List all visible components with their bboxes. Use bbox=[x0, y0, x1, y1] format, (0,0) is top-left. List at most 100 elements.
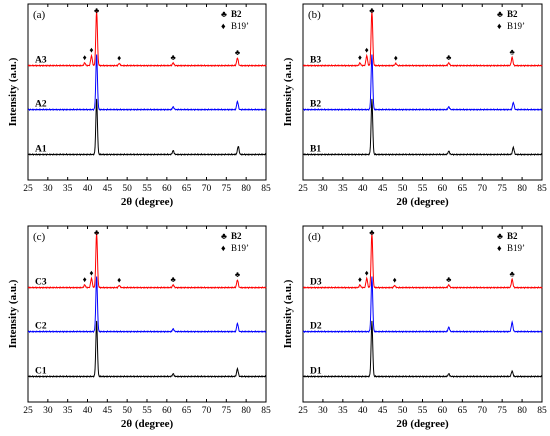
x-tick-label: 30 bbox=[43, 184, 53, 194]
y-axis-label: Intensity (a.u.) bbox=[7, 57, 19, 126]
x-tick-label: 65 bbox=[182, 406, 192, 416]
y-axis-label: Intensity (a.u.) bbox=[7, 279, 19, 348]
peak-marker: ♣ bbox=[171, 53, 177, 62]
series-line bbox=[27, 232, 267, 290]
series-label: A1 bbox=[35, 144, 47, 154]
peak-marker: ♦ bbox=[117, 53, 121, 62]
series-label: C2 bbox=[35, 322, 47, 332]
peak-marker: ♦ bbox=[358, 275, 362, 284]
x-tick-label: 30 bbox=[318, 406, 328, 416]
peak-marker: ♣ bbox=[369, 228, 375, 237]
legend-label: B19’ bbox=[231, 243, 249, 253]
peak-marker: ♣ bbox=[235, 270, 241, 279]
panel-label: (a) bbox=[33, 9, 46, 21]
x-tick-label: 40 bbox=[358, 184, 368, 194]
xrd-panel: 25 30 35 40 45 50 55 60 65 70 75 80 85 2θ (degree) Int… bbox=[7, 3, 271, 208]
series-line bbox=[27, 276, 267, 334]
legend-symbol: ♦ bbox=[221, 21, 226, 31]
x-axis-label: 2θ (degree) bbox=[396, 418, 449, 430]
peak-marker: ♦ bbox=[117, 275, 121, 284]
peak-marker: ♣ bbox=[446, 53, 452, 62]
x-tick-label: 40 bbox=[83, 406, 93, 416]
x-tick-label: 25 bbox=[23, 184, 33, 194]
x-axis-label: 2θ (degree) bbox=[121, 418, 174, 430]
x-tick-label: 65 bbox=[458, 184, 468, 194]
peak-marker: ♣ bbox=[369, 6, 375, 15]
x-tick-label: 80 bbox=[241, 406, 251, 416]
legend-label: B19’ bbox=[507, 243, 525, 253]
x-tick-label: 50 bbox=[122, 406, 132, 416]
legend-symbol: ♣ bbox=[497, 9, 503, 19]
peak-marker: ♦ bbox=[83, 53, 87, 62]
peak-marker: ♣ bbox=[235, 48, 241, 57]
legend-symbol: ♦ bbox=[221, 243, 226, 253]
peak-marker: ♣ bbox=[446, 275, 452, 284]
panel-label: (d) bbox=[308, 231, 321, 243]
x-tick-label: 85 bbox=[537, 184, 547, 194]
x-tick-label: 50 bbox=[398, 184, 408, 194]
series-label: B3 bbox=[310, 56, 321, 66]
x-tick-label: 60 bbox=[438, 184, 448, 194]
x-tick-label: 60 bbox=[438, 406, 448, 416]
x-tick-label: 85 bbox=[537, 406, 547, 416]
peak-marker: ♣ bbox=[510, 47, 516, 56]
x-tick-label: 70 bbox=[478, 406, 488, 416]
legend-label: B19’ bbox=[231, 21, 249, 31]
x-tick-label: 85 bbox=[261, 184, 271, 194]
xrd-panel: 25 30 35 40 45 50 55 60 65 70 75 80 85 2θ (degree) Int… bbox=[282, 225, 547, 430]
peak-marker: ♦ bbox=[365, 46, 369, 55]
x-tick-label: 85 bbox=[261, 406, 271, 416]
x-tick-label: 65 bbox=[458, 406, 468, 416]
xrd-panel: 25 30 35 40 45 50 55 60 65 70 75 80 85 2θ (degree) Int… bbox=[282, 3, 547, 208]
series-label: A2 bbox=[35, 100, 47, 110]
x-tick-label: 35 bbox=[63, 184, 73, 194]
legend-label: B2 bbox=[231, 231, 242, 241]
series-line bbox=[27, 54, 267, 112]
series-line bbox=[302, 320, 543, 379]
series-label: B2 bbox=[310, 100, 321, 110]
x-tick-label: 75 bbox=[222, 406, 232, 416]
legend-label: B2 bbox=[507, 231, 518, 241]
x-tick-label: 70 bbox=[202, 184, 212, 194]
x-axis-label: 2θ (degree) bbox=[121, 196, 174, 208]
x-tick-label: 75 bbox=[222, 184, 232, 194]
series-label: C1 bbox=[35, 366, 47, 376]
series-line bbox=[302, 98, 543, 157]
xrd-panel: 25 30 35 40 45 50 55 60 65 70 75 80 85 2θ (degree) Int… bbox=[7, 225, 271, 430]
x-tick-label: 45 bbox=[378, 406, 388, 416]
legend-label: B2 bbox=[231, 9, 242, 19]
legend-label: B19’ bbox=[507, 21, 525, 31]
x-axis-label: 2θ (degree) bbox=[396, 196, 449, 208]
peak-marker: ♣ bbox=[94, 228, 100, 237]
peak-marker: ♦ bbox=[394, 53, 398, 62]
series-line bbox=[27, 10, 267, 68]
x-tick-label: 45 bbox=[103, 184, 113, 194]
x-tick-label: 40 bbox=[83, 184, 93, 194]
peak-marker: ♣ bbox=[94, 6, 100, 15]
series-line bbox=[302, 276, 543, 334]
y-axis-label: Intensity (a.u.) bbox=[282, 279, 294, 348]
peak-marker: ♦ bbox=[365, 268, 369, 277]
x-tick-label: 55 bbox=[418, 406, 428, 416]
series-line bbox=[302, 232, 543, 290]
x-tick-label: 70 bbox=[202, 406, 212, 416]
series-label: A3 bbox=[35, 56, 47, 66]
y-axis-label: Intensity (a.u.) bbox=[282, 57, 294, 126]
x-tick-label: 35 bbox=[338, 406, 348, 416]
x-tick-label: 50 bbox=[398, 406, 408, 416]
x-tick-label: 80 bbox=[517, 184, 527, 194]
series-line bbox=[27, 98, 267, 157]
series-line bbox=[302, 54, 543, 112]
x-tick-label: 75 bbox=[497, 184, 507, 194]
legend-symbol: ♦ bbox=[497, 243, 502, 253]
x-tick-label: 45 bbox=[378, 184, 388, 194]
x-tick-label: 60 bbox=[162, 184, 172, 194]
x-tick-label: 80 bbox=[517, 406, 527, 416]
peak-marker: ♦ bbox=[89, 268, 93, 277]
legend-symbol: ♣ bbox=[221, 9, 227, 19]
x-tick-label: 30 bbox=[43, 406, 53, 416]
x-tick-label: 40 bbox=[358, 406, 368, 416]
x-tick-label: 25 bbox=[298, 406, 308, 416]
x-tick-label: 50 bbox=[122, 184, 132, 194]
